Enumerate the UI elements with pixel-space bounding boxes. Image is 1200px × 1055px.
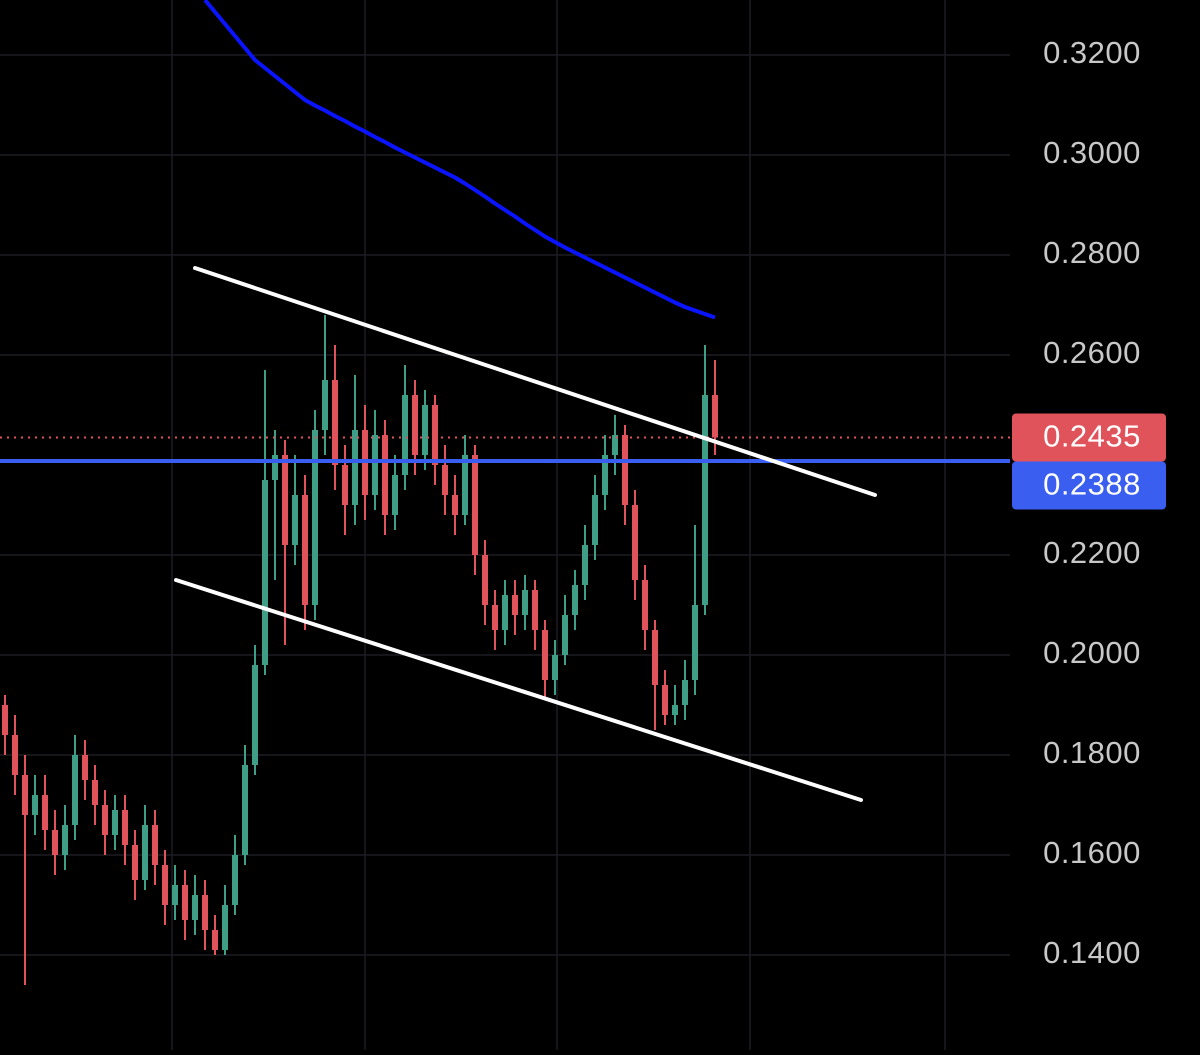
candle-body (642, 580, 648, 630)
candle-body (282, 455, 288, 545)
candle-body (132, 845, 138, 880)
horizontal-grid (0, 54, 1010, 956)
candle-body (612, 435, 618, 455)
candles (2, 315, 718, 985)
y-tick-label: 0.2200 (1043, 535, 1141, 570)
candle-body (662, 685, 668, 715)
candle-body (22, 775, 28, 815)
y-tick-label: 0.1600 (1043, 835, 1141, 870)
candle-body (552, 655, 558, 680)
candle-body (342, 465, 348, 505)
candle-body (102, 805, 108, 835)
candle-body (232, 855, 238, 905)
candle-body (502, 595, 508, 630)
candle-body (482, 555, 488, 605)
price-axis: 0.1400 0.1600 0.1800 0.2000 0.2200 0.2600 0.28… (1012, 35, 1166, 970)
candle-body (202, 895, 208, 930)
candle-body (402, 395, 408, 475)
candle-body (162, 865, 168, 905)
candle-body (42, 795, 48, 830)
moving-average-line (203, 0, 716, 320)
candle-body (702, 395, 708, 605)
candle-body (452, 495, 458, 515)
candle-body (222, 905, 228, 950)
y-tick-label: 0.2600 (1043, 335, 1141, 370)
trend-channel (174, 266, 877, 802)
candle-body (92, 780, 98, 805)
candle-body (512, 595, 518, 615)
candle-body (522, 590, 528, 615)
candle-body (192, 895, 198, 920)
price-label-box (1012, 413, 1166, 462)
candle-body (442, 465, 448, 495)
candle-body (172, 885, 178, 905)
candle-body (462, 455, 468, 515)
candle-body (272, 455, 278, 480)
candle-body (292, 495, 298, 545)
candle-body (622, 435, 628, 505)
price-lines (0, 436, 1010, 463)
candle-body (472, 455, 478, 555)
y-tick-label: 0.3200 (1043, 35, 1141, 70)
candle-body (52, 830, 58, 855)
vertical-grid (171, 0, 946, 1050)
candle-body (532, 590, 538, 630)
candle-body (422, 405, 428, 455)
y-tick-label: 0.1400 (1043, 935, 1141, 970)
trend-line-upper (193, 266, 877, 497)
candle-body (332, 380, 338, 465)
candle-body (672, 705, 678, 715)
candle-body (692, 605, 698, 680)
candle-body (322, 380, 328, 430)
trend-line-lower (174, 578, 863, 802)
candle-body (562, 615, 568, 655)
candle-body (392, 475, 398, 515)
candle-body (302, 495, 308, 605)
moving-average (203, 0, 716, 320)
candle-body (312, 430, 318, 605)
candle-body (432, 405, 438, 465)
candle-body (632, 505, 638, 580)
candle-body (382, 435, 388, 515)
candle-body (122, 810, 128, 845)
candle-body (602, 455, 608, 495)
price-label: 0.2388 (1043, 467, 1141, 502)
candle-body (352, 430, 358, 505)
candle-body (112, 810, 118, 835)
candle-body (252, 665, 258, 765)
candle-body (32, 795, 38, 815)
y-tick-label: 0.1800 (1043, 735, 1141, 770)
price-label-box (1012, 461, 1166, 510)
price-label: 0.2435 (1043, 419, 1141, 454)
candle-body (212, 930, 218, 950)
candle-body (72, 755, 78, 825)
candle-body (62, 825, 68, 855)
candle-body (582, 545, 588, 585)
candle-body (682, 680, 688, 705)
candle-body (572, 585, 578, 615)
candle-body (242, 765, 248, 855)
y-tick-label: 0.3000 (1043, 135, 1141, 170)
candle-body (542, 630, 548, 680)
candle-body (2, 705, 8, 735)
candle-body (372, 435, 378, 495)
candle-body (142, 825, 148, 880)
candle-body (492, 605, 498, 630)
candle-body (712, 395, 718, 438)
candle-body (152, 825, 158, 865)
candle-body (82, 755, 88, 780)
y-tick-label: 0.2800 (1043, 235, 1141, 270)
candle-body (652, 630, 658, 685)
candle-body (592, 495, 598, 545)
candle-body (412, 395, 418, 455)
candle-body (182, 885, 188, 920)
candle-body (262, 480, 268, 665)
candle-body (12, 735, 18, 775)
y-tick-label: 0.2000 (1043, 635, 1141, 670)
